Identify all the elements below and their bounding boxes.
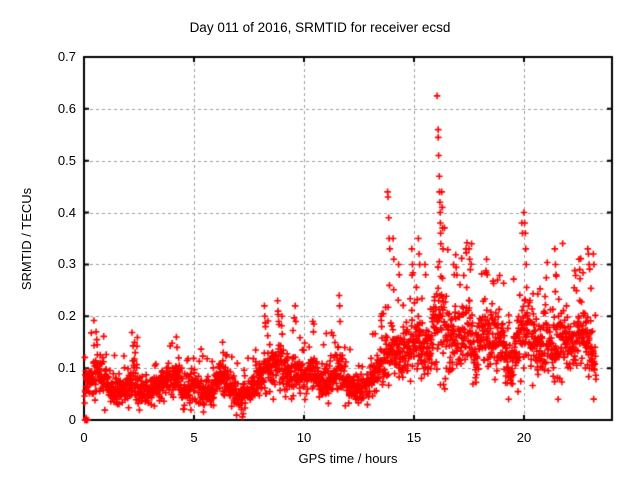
y-tick-label-2: 0.2 — [57, 308, 76, 324]
y-tick-label-0: 0 — [68, 412, 76, 427]
x-tick-label-0: 0 — [80, 430, 88, 445]
y-tick-label-3: 0.3 — [57, 256, 76, 272]
x-tick-label-3: 15 — [406, 430, 422, 445]
chart-title: Day 011 of 2016, SRMTID for receiver ecs… — [189, 20, 451, 35]
x-axis-label: GPS time / hours — [298, 451, 398, 466]
x-tick-label-1: 5 — [190, 430, 198, 445]
y-tick-label-6: 0.6 — [57, 100, 76, 116]
y-tick-label-7: 0.7 — [57, 49, 76, 64]
x-tick-label-4: 20 — [516, 430, 532, 445]
y-axis-label: SRMTID / TECUs — [19, 187, 34, 291]
y-tick-label-1: 0.1 — [57, 360, 76, 376]
y-tick-label-5: 0.5 — [57, 152, 76, 168]
y-tick-label-4: 0.4 — [57, 204, 76, 220]
x-tick-label-2: 10 — [296, 430, 312, 445]
